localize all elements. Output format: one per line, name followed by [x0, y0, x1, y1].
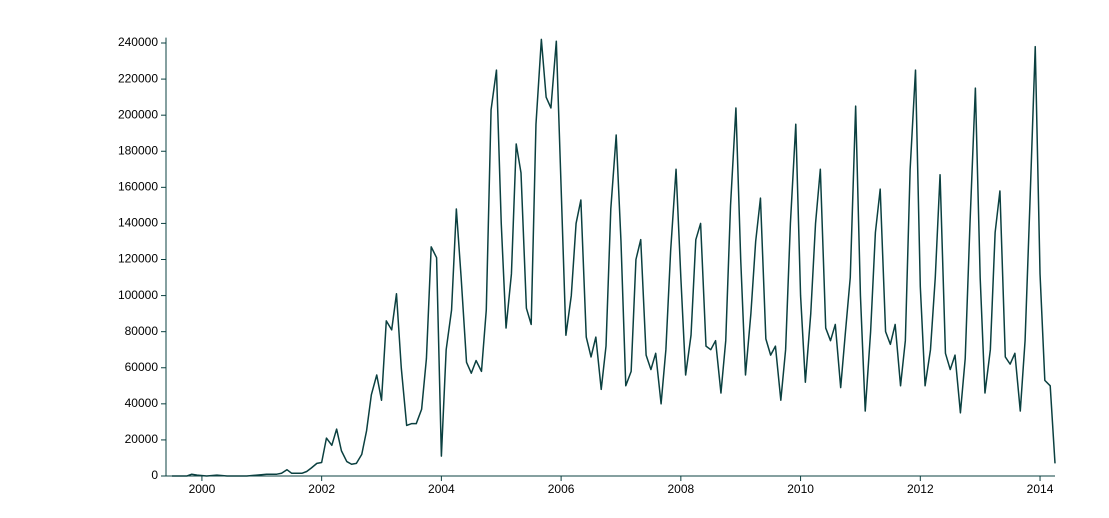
- y-tick-label: 180000: [118, 143, 158, 157]
- data-line: [171, 38, 1056, 477]
- x-tick-label: 2010: [787, 482, 814, 496]
- y-tick-label: 20000: [125, 432, 159, 446]
- x-tick-label: 2004: [428, 482, 455, 496]
- y-tick-label: 220000: [118, 71, 158, 85]
- y-tick-label: 60000: [125, 360, 159, 374]
- y-tick-label: 100000: [118, 288, 158, 302]
- y-tick-label: 0: [151, 468, 158, 482]
- x-tick-label: 2006: [548, 482, 575, 496]
- x-tick-label: 2000: [189, 482, 216, 496]
- x-tick-label: 2012: [907, 482, 934, 496]
- x-tick-label: 2008: [667, 482, 694, 496]
- y-tick-label: 80000: [125, 324, 159, 338]
- y-tick-label: 140000: [118, 216, 158, 230]
- y-tick-label: 120000: [118, 252, 158, 266]
- x-tick-label: 2014: [1027, 482, 1054, 496]
- x-tick-label: 2002: [308, 482, 335, 496]
- y-tick-label: 40000: [125, 396, 159, 410]
- y-tick-label: 200000: [118, 107, 158, 121]
- y-tick-label: 160000: [118, 180, 158, 194]
- y-tick-label: 240000: [118, 35, 158, 49]
